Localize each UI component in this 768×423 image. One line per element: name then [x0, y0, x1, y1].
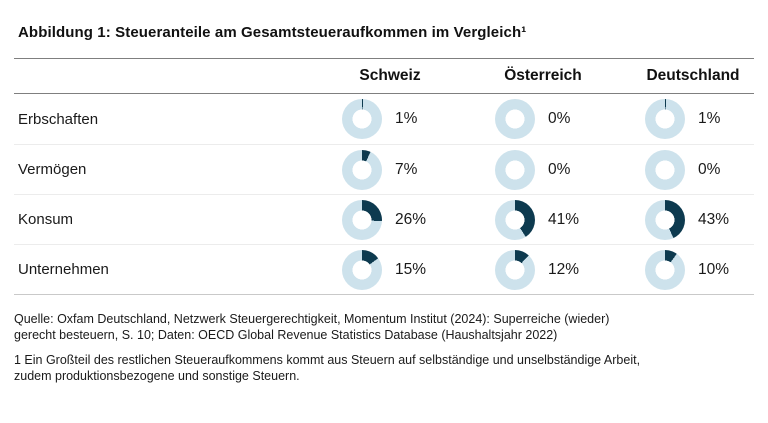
table-header-row: Schweiz Österreich Deutschland — [14, 58, 754, 94]
row-label: Vermögen — [18, 161, 87, 178]
value-cell: 1% — [645, 99, 754, 139]
source-line-1: Quelle: Oxfam Deutschland, Netzwerk Steu… — [14, 312, 610, 326]
donut-chart — [495, 149, 535, 190]
value-cell: 0% — [495, 149, 645, 190]
value-cell: 15% — [342, 249, 495, 290]
donut-chart — [645, 199, 685, 240]
percent-value: 0% — [548, 110, 571, 127]
percent-value: 1% — [395, 110, 418, 127]
value-cell: 1% — [342, 99, 495, 139]
footnote-line-2: zudem produktionsbezogene und sonstige S… — [14, 369, 300, 383]
percent-value: 0% — [548, 160, 571, 178]
value-cell: 26% — [342, 199, 495, 240]
column-header-label: Schweiz — [359, 67, 421, 84]
donut-chart — [495, 199, 535, 240]
column-header-label: Österreich — [504, 67, 582, 84]
value-cell: 10% — [645, 249, 754, 290]
percent-value: 0% — [698, 160, 721, 178]
footnote-line-1: 1 Ein Großteil des restlichen Steueraufk… — [14, 353, 641, 367]
table-row: Vermögen 7% 0% 0% — [14, 144, 754, 194]
donut-chart — [495, 99, 535, 139]
percent-value: 26% — [395, 210, 427, 228]
donut-chart — [342, 249, 382, 290]
donut-chart — [342, 99, 382, 139]
figure-footer: Quelle: Oxfam Deutschland, Netzwerk Steu… — [14, 311, 754, 384]
donut-chart — [342, 199, 382, 240]
percent-value: 12% — [548, 260, 580, 278]
source-text: Quelle: Oxfam Deutschland, Netzwerk Steu… — [14, 311, 754, 343]
row-label: Erbschaften — [18, 110, 99, 128]
figure-title: Abbildung 1: Steueranteile am Gesamtsteu… — [18, 24, 527, 41]
percent-value: 43% — [698, 210, 730, 228]
donut-chart — [645, 249, 685, 290]
value-cell: 12% — [495, 249, 645, 290]
table-row: Konsum 26% 41% 43% — [14, 194, 754, 244]
value-cell: 0% — [495, 99, 645, 139]
column-header-label: Deutschland — [646, 67, 740, 84]
percent-value: 10% — [698, 260, 730, 278]
donut-chart — [342, 149, 382, 190]
row-label: Konsum — [18, 211, 74, 228]
comparison-table: Schweiz Österreich Deutschland Erbschaft… — [14, 58, 754, 295]
percent-value: 1% — [698, 110, 721, 127]
value-cell: 41% — [495, 199, 645, 240]
column-header-deutschland: Deutschland — [645, 67, 754, 85]
column-header-oesterreich: Österreich — [495, 67, 645, 85]
table-row: Erbschaften 1% 0% 1% — [14, 94, 754, 144]
percent-value: 7% — [395, 160, 418, 178]
donut-chart — [645, 99, 685, 139]
percent-value: 15% — [395, 260, 427, 278]
donut-chart — [645, 149, 685, 190]
table-row: Unternehmen 15% 12% 10% — [14, 244, 754, 294]
column-header-schweiz: Schweiz — [342, 67, 495, 85]
table-body: Erbschaften 1% 0% 1% Vermögen 7% 0% 0% Konsum 26%… — [14, 94, 754, 295]
value-cell: 0% — [645, 149, 754, 190]
value-cell: 7% — [342, 149, 495, 190]
row-label: Unternehmen — [18, 261, 109, 278]
value-cell: 43% — [645, 199, 754, 240]
footnote-text: 1 Ein Großteil des restlichen Steueraufk… — [14, 352, 754, 384]
source-line-2: gerecht besteuern, S. 10; Daten: OECD Gl… — [14, 328, 558, 342]
percent-value: 41% — [548, 210, 580, 228]
donut-chart — [495, 249, 535, 290]
